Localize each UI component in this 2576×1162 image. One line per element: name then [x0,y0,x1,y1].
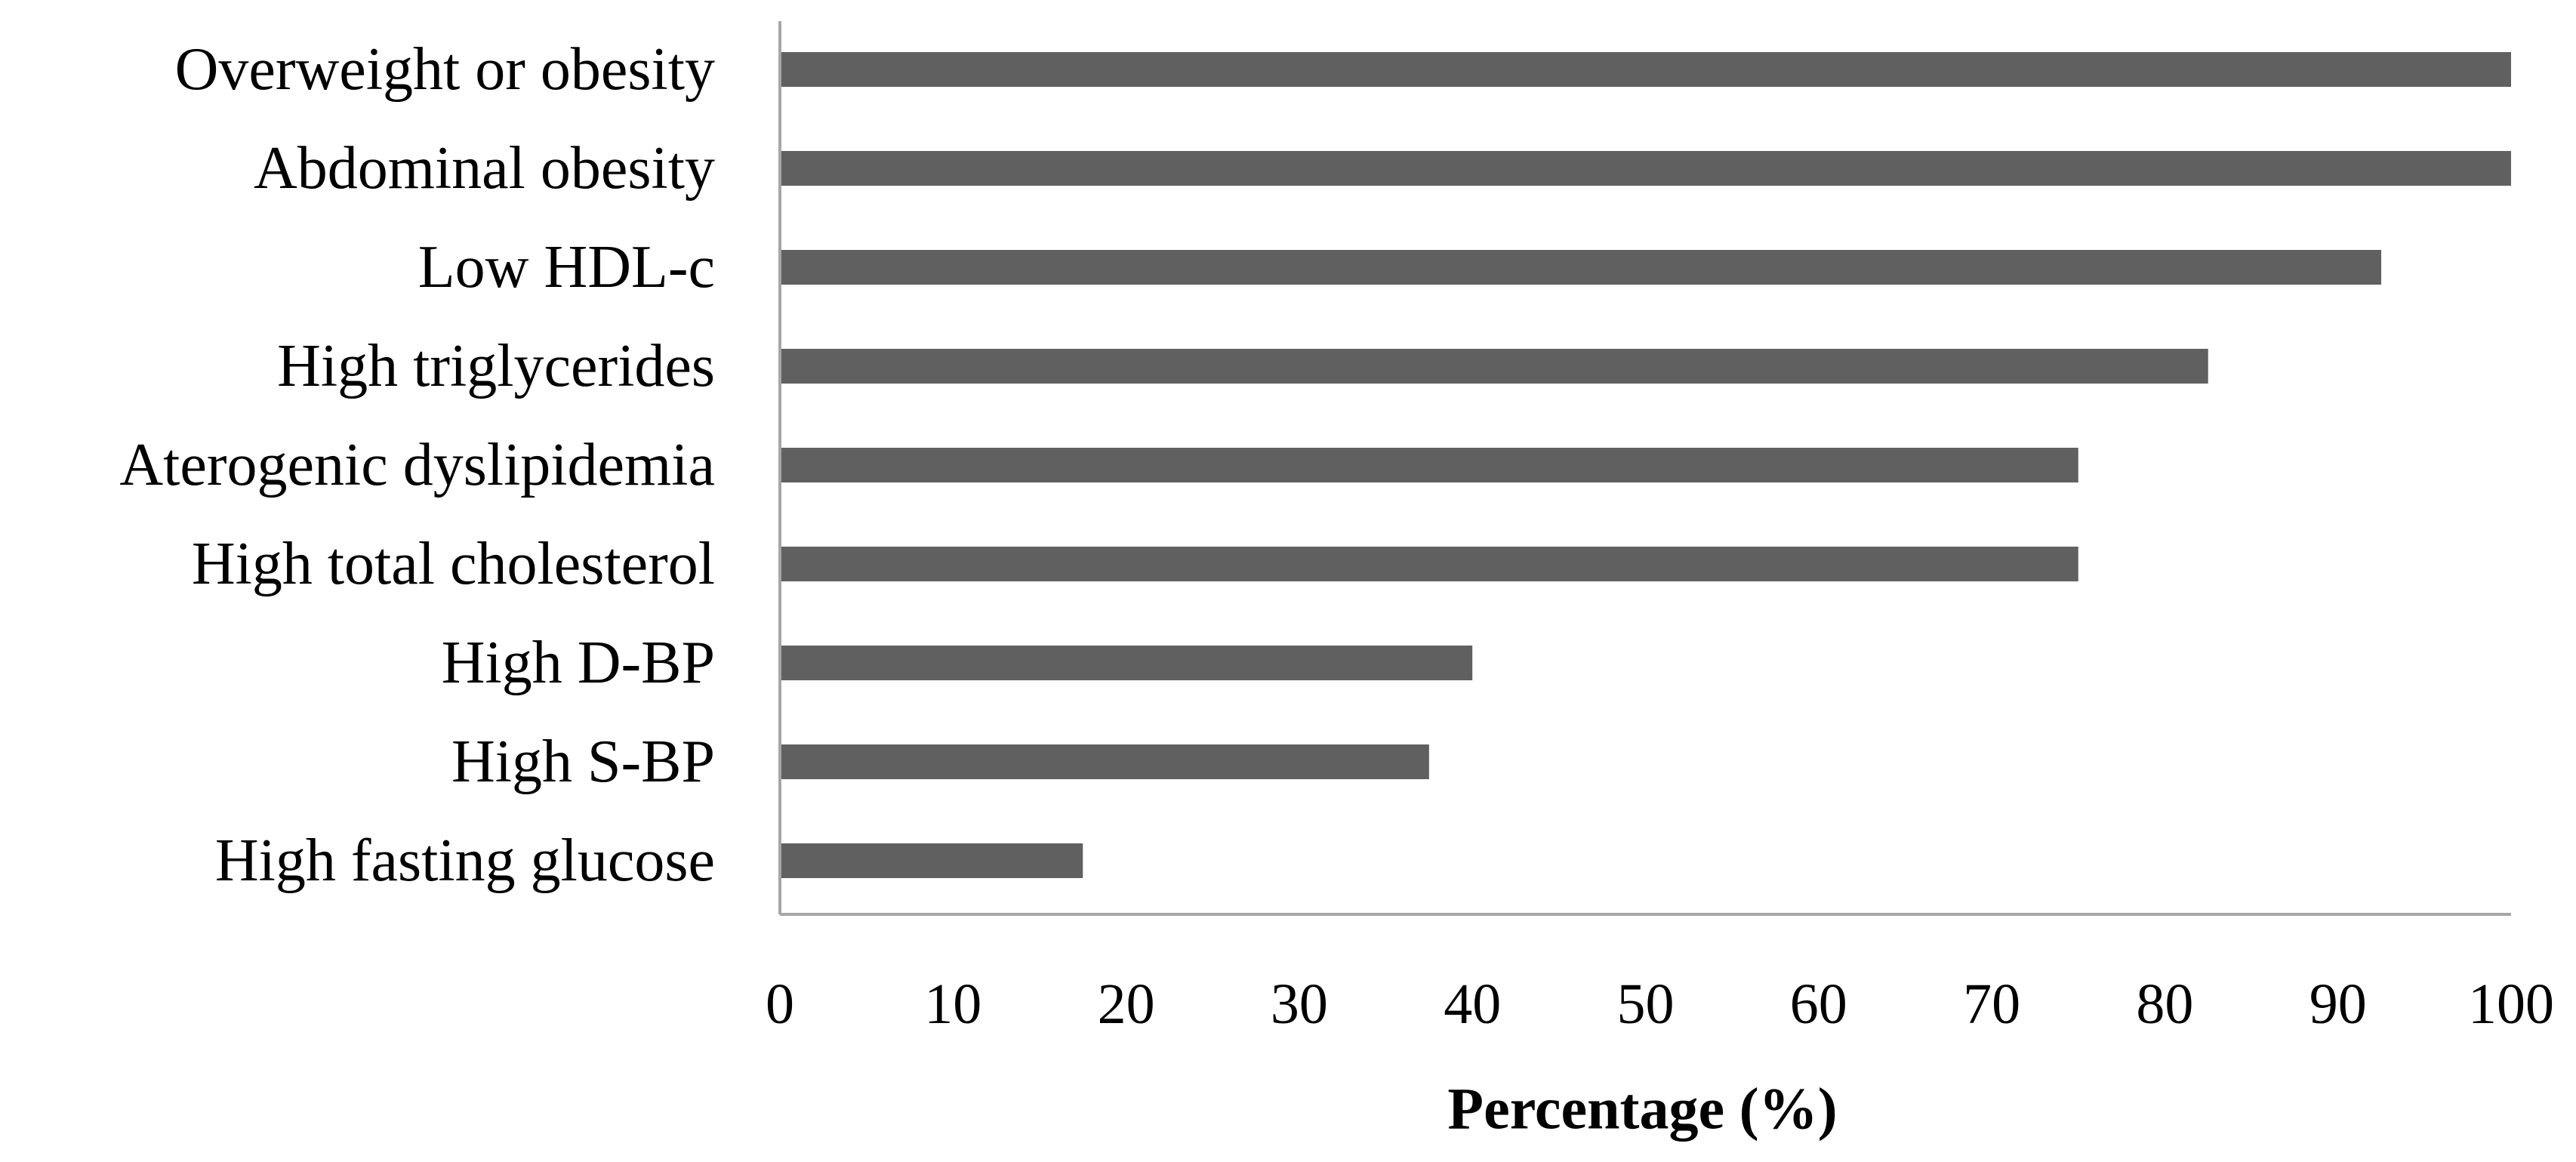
x-tick-label-80: 80 [2136,972,2193,1036]
category-label-abdominal-obesity: Abdominal obesity [254,135,715,202]
bar-high-d-bp [780,646,1473,680]
axes-layer [778,21,2511,916]
x-tick-label-50: 50 [1617,972,1675,1036]
category-labels: Overweight or obesity Abdominal obesity Lo… [119,36,715,894]
category-label-high-s-bp: High S-BP [451,729,715,795]
category-label-high-fasting-glucose: High fasting glucose [215,828,715,894]
bar-high-total-cholesterol [780,547,2078,581]
category-label-overweight-or-obesity: Overweight or obesity [175,36,715,103]
bar-high-fasting-glucose [780,843,1083,878]
bar-abdominal-obesity [780,151,2511,186]
bar-low-hdl-c [780,250,2382,285]
x-tick-labels: 0 10 20 30 40 50 60 70 80 90 100 [766,972,2554,1036]
x-tick-label-70: 70 [1963,972,2020,1036]
bars-layer [780,52,2511,878]
category-label-high-total-cholesterol: High total cholesterol [192,531,715,597]
x-tick-label-10: 10 [924,972,981,1036]
x-tick-label-40: 40 [1444,972,1501,1036]
bar-overweight-or-obesity [780,52,2511,87]
x-tick-label-100: 100 [2468,972,2554,1036]
x-tick-label-90: 90 [2309,972,2367,1036]
x-axis-title: Percentage (%) [1447,1076,1837,1142]
x-tick-label-0: 0 [766,972,794,1036]
category-label-aterogenic-dyslipidemia: Aterogenic dyslipidemia [119,432,715,498]
category-label-high-triglycerides: High triglycerides [277,333,715,399]
x-tick-label-20: 20 [1098,972,1155,1036]
x-tick-label-60: 60 [1790,972,1847,1036]
bar-high-s-bp [780,744,1429,779]
bar-high-triglycerides [780,349,2208,384]
category-label-high-d-bp: High D-BP [442,630,715,696]
x-tick-label-30: 30 [1271,972,1328,1036]
bar-aterogenic-dyslipidemia [780,448,2078,482]
category-label-low-hdl-c: Low HDL-c [418,234,715,301]
